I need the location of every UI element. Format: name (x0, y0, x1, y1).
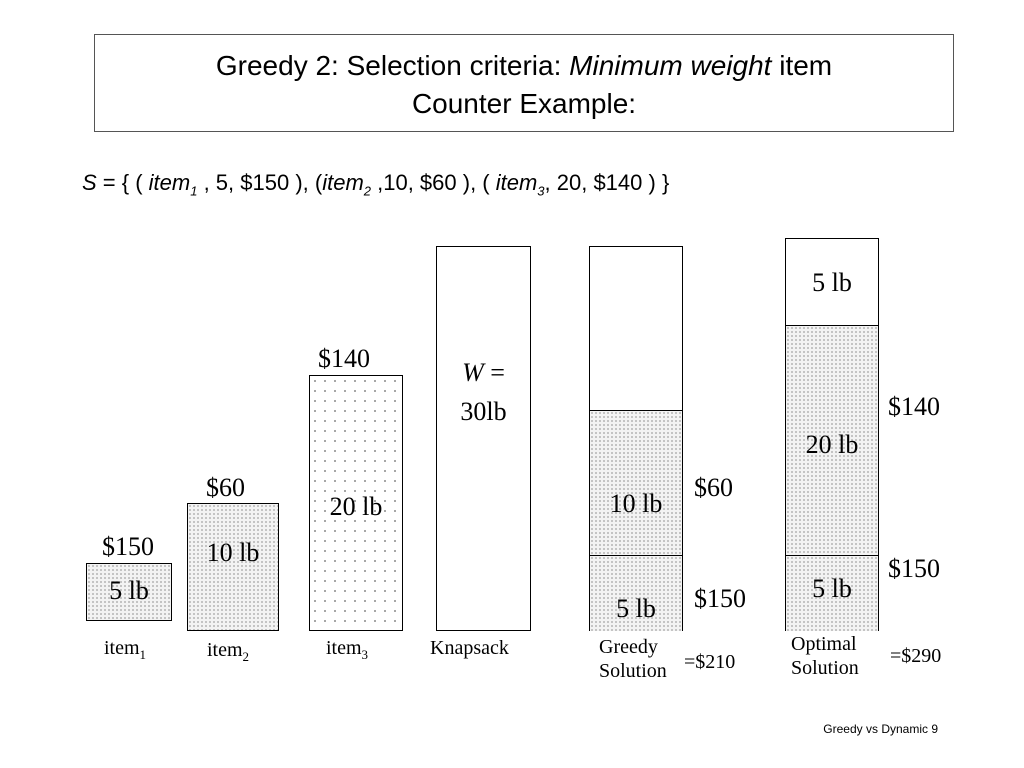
optimal-segment-bottom-label: 5 lb (812, 574, 852, 603)
optimal-segment-20lb-label: 20 lb (805, 430, 859, 459)
item1-caption: item1 (104, 637, 147, 662)
knapsack-block: W = 30lb (436, 246, 531, 631)
greedy-segment-5lb: 5 lb (590, 555, 682, 631)
greedy-solution-block: 10 lb 5 lb (589, 246, 683, 631)
knapsack-capacity-symbol: W = (462, 358, 505, 387)
optimal-segment-bottom-5lb: 5 lb (786, 555, 878, 631)
greedy-segment-5lb-label: 5 lb (616, 594, 656, 623)
item3-value: $140 (318, 344, 370, 373)
greedy-total: =$210 (684, 651, 736, 673)
optimal-segment-20lb: 20 lb (786, 325, 878, 555)
optimal-segment-top-label: 5 lb (812, 268, 852, 297)
optimal-solution-block: 5 lb 20 lb 5 lb (785, 238, 879, 631)
title-line-2: Counter Example: (411, 88, 637, 119)
item3-weight: 20 lb (329, 492, 383, 521)
optimal-segment-top-5lb: 5 lb (786, 239, 878, 325)
optimal-value-150: $150 (888, 554, 940, 583)
title-emphasis: Minimum weight (569, 50, 772, 81)
knapsack-capacity: 30lb (460, 397, 507, 426)
item2-value: $60 (206, 473, 245, 502)
optimal-caption: Optimal Solution (791, 633, 859, 679)
greedy-value-150: $150 (694, 584, 746, 613)
optimal-value-140: $140 (888, 392, 940, 421)
item1-value: $150 (102, 532, 154, 561)
set-definition: S = { ( item1 , 5, $150 ), (item2 ,10, $… (82, 170, 670, 199)
item1-block: 5 lb (86, 563, 172, 621)
item1-weight: 5 lb (109, 576, 149, 605)
item2-block: 10 lb (187, 503, 279, 631)
greedy-segment-10lb: 10 lb (590, 410, 682, 555)
title-line-1: Greedy 2: Selection criteria: Minimum we… (215, 50, 833, 81)
item2-weight: 10 lb (206, 538, 260, 567)
greedy-segment-10lb-label: 10 lb (609, 489, 663, 518)
knapsack-caption: Knapsack (430, 637, 509, 659)
item3-caption: item3 (326, 637, 369, 662)
item3-block: 20 lb (309, 375, 403, 631)
slide-title: Greedy 2: Selection criteria: Minimum we… (94, 34, 954, 132)
item2-caption: item2 (207, 639, 250, 664)
slide-footer: Greedy vs Dynamic 9 (823, 722, 938, 736)
greedy-caption: Greedy Solution (599, 636, 667, 682)
greedy-value-60: $60 (694, 473, 733, 502)
optimal-total: =$290 (890, 645, 942, 667)
